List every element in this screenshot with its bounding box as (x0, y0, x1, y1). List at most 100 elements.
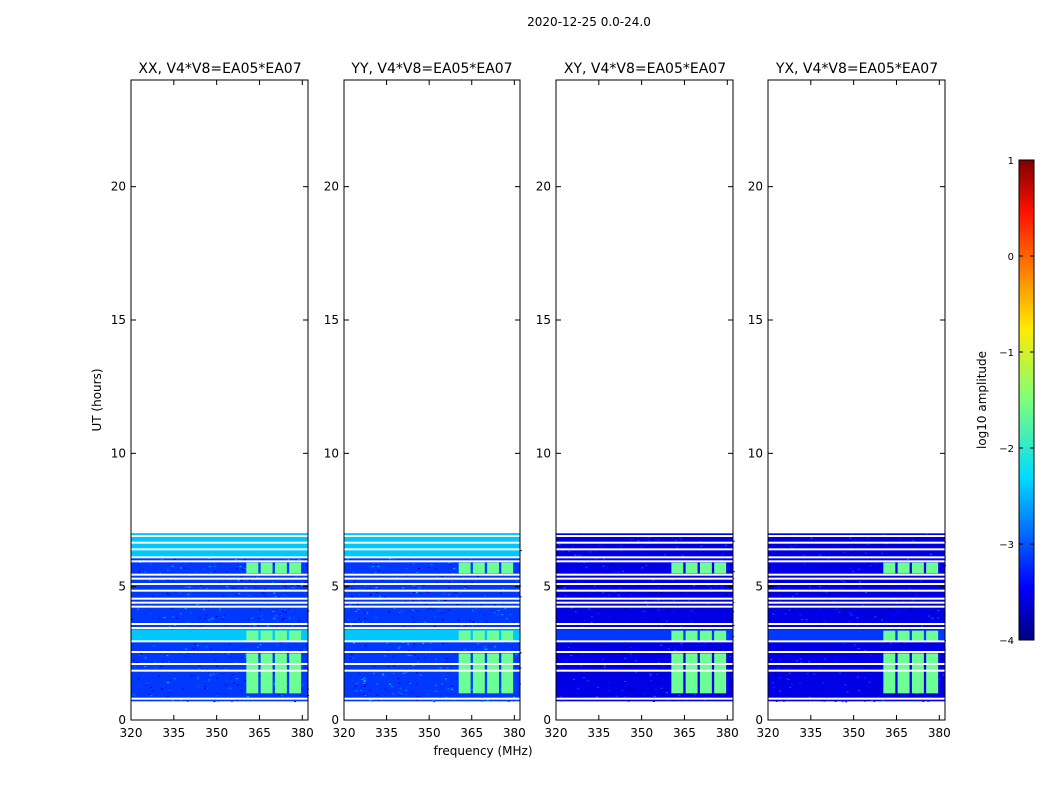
heatmap-cell (464, 586, 467, 588)
heatmap-cell (398, 611, 401, 613)
heatmap-cell (448, 562, 451, 564)
heatmap-cell (273, 592, 276, 594)
heatmap-cell (564, 660, 567, 662)
heatmap-cell (300, 660, 303, 662)
heatmap-cell (715, 586, 718, 588)
heatmap-cell (768, 567, 771, 569)
heatmap-cell (369, 597, 372, 599)
heatmap-cell (807, 564, 810, 566)
heatmap-cell (356, 682, 359, 684)
panel-frame (555, 79, 734, 721)
heatmap-cell (423, 621, 426, 623)
rfi-block (501, 562, 514, 574)
heatmap-cell (364, 646, 367, 648)
gap-row (131, 589, 308, 592)
heatmap-cell (640, 693, 643, 695)
heatmap-cell (208, 679, 211, 681)
heatmap-cell (784, 547, 787, 549)
heatmap-cell (870, 699, 873, 701)
heatmap-cell (384, 688, 387, 690)
heatmap-cell (207, 573, 210, 575)
heatmap-cell (264, 595, 267, 597)
heatmap-cell (494, 646, 497, 648)
heatmap-cell (628, 665, 631, 667)
heatmap-cell (198, 667, 201, 669)
heatmap-cell (573, 572, 576, 574)
heatmap-cell (881, 645, 884, 647)
heatmap-cell (131, 618, 134, 620)
heatmap-cell (414, 654, 417, 656)
heatmap-cell (137, 678, 140, 680)
heatmap-cell (811, 572, 814, 574)
heatmap-cell (300, 684, 303, 686)
heatmap-cell (347, 558, 350, 560)
heatmap-cell (293, 617, 296, 619)
heatmap-cell (141, 655, 144, 657)
heatmap-cell (413, 591, 416, 593)
heatmap-cell (898, 599, 901, 601)
heatmap-cell (348, 683, 351, 685)
heatmap-cell (258, 675, 261, 677)
heatmap-cell (681, 554, 684, 556)
heatmap-cell (840, 587, 843, 589)
heatmap-cell (805, 551, 808, 553)
heatmap-cell (789, 686, 792, 688)
heatmap-cell (227, 653, 230, 655)
heatmap-cell (134, 666, 137, 668)
heatmap-cell (166, 695, 169, 697)
heatmap-cell (211, 617, 214, 619)
heatmap-cell (806, 618, 809, 620)
heatmap-cell (198, 665, 201, 667)
heatmap-cell (200, 668, 203, 670)
heatmap-cell (773, 687, 776, 689)
heatmap-cell (146, 691, 149, 693)
heatmap-cell (884, 621, 887, 623)
heatmap-cell (785, 618, 788, 620)
gap-row (344, 577, 520, 580)
rfi-block (274, 630, 287, 642)
heatmap-cell (145, 684, 148, 686)
gap-row (131, 583, 308, 585)
heatmap-cell (572, 580, 575, 582)
heatmap-cell (391, 656, 394, 658)
heatmap-cell (886, 642, 889, 644)
gap-row (768, 627, 945, 629)
heatmap-cell (818, 608, 821, 610)
heatmap-cell (854, 695, 857, 697)
heatmap-cell (202, 568, 205, 570)
heatmap-cell (189, 675, 192, 677)
heatmap-cell (787, 655, 790, 657)
heatmap-cell (560, 700, 563, 702)
heatmap-cell (885, 586, 888, 588)
heatmap-cell (445, 677, 448, 679)
heatmap-cell (570, 628, 573, 630)
heatmap-cell (406, 575, 409, 577)
heatmap-cell (279, 614, 282, 616)
heatmap-cell (184, 655, 187, 657)
heatmap-cell (621, 534, 624, 536)
heatmap-cell (624, 696, 627, 698)
heatmap-cell (362, 680, 365, 682)
heatmap-cell (204, 685, 207, 687)
heatmap-cell (412, 568, 415, 570)
heatmap-cell (619, 676, 622, 678)
heatmap-cell (166, 681, 169, 683)
gap-row (344, 669, 520, 672)
heatmap-cell (819, 666, 822, 668)
figure-suptitle: 2020-12-25 0.0-24.0 (527, 15, 651, 29)
heatmap-cell (652, 649, 655, 651)
gap-row (131, 605, 308, 608)
heatmap-cell (398, 667, 401, 669)
heatmap-cell (283, 559, 286, 561)
heatmap-cell (208, 619, 211, 621)
heatmap-cell (664, 658, 667, 660)
heatmap-cell (617, 571, 620, 573)
heatmap-cell (574, 613, 577, 615)
heatmap-cell (665, 594, 668, 596)
rfi-block (883, 630, 896, 642)
gap-row (131, 697, 308, 700)
heatmap-cell (693, 559, 696, 561)
heatmap-cell (443, 593, 446, 595)
heatmap-cell (373, 666, 376, 668)
